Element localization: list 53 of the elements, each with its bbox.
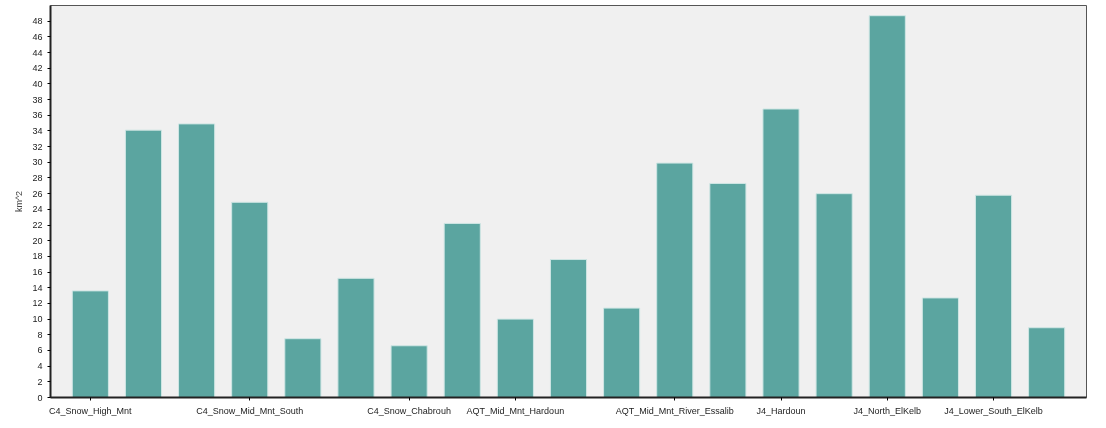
- bar: [974, 194, 1013, 398]
- bar: [178, 123, 216, 398]
- bar: [390, 345, 428, 398]
- y-tick-label: 14: [32, 282, 43, 293]
- y-tick-label: 2: [37, 376, 43, 387]
- x-tick-label: J4_Hardoun: [756, 405, 806, 416]
- x-tick-label: C4_Snow_High_Mnt: [49, 405, 133, 416]
- y-tick-label: 30: [32, 157, 43, 168]
- bar: [443, 222, 481, 398]
- y-tick-label: 28: [32, 172, 43, 183]
- y-tick-label: 4: [37, 361, 43, 372]
- bar: [231, 201, 269, 398]
- x-tick-label: J4_Lower_South_ElKelb: [944, 405, 1043, 416]
- y-tick-label: 44: [32, 47, 43, 58]
- bar: [921, 297, 959, 398]
- x-tick-label: AQT_Mid_Mnt_River_Essalib: [615, 405, 734, 416]
- y-tick-label: 20: [32, 235, 43, 246]
- y-tick-label: 42: [32, 63, 43, 74]
- y-tick-label: 26: [32, 188, 43, 199]
- bar: [868, 15, 906, 398]
- bar: [124, 129, 163, 398]
- bar: [709, 182, 747, 398]
- x-tick-label: C4_Snow_Chabrouh: [367, 405, 451, 416]
- y-tick-label: 12: [32, 298, 43, 309]
- y-tick-label: 38: [32, 94, 43, 105]
- y-tick-label: 48: [32, 16, 43, 27]
- bar: [815, 193, 853, 398]
- x-tick-label: C4_Snow_Mid_Mnt_South: [196, 405, 304, 416]
- y-tick-label: 46: [32, 31, 43, 42]
- bar: [337, 277, 375, 398]
- y-tick-label: 0: [37, 392, 43, 403]
- bar: [603, 307, 641, 398]
- y-tick-label: 24: [32, 204, 43, 215]
- bar: [656, 162, 694, 398]
- y-tick-label: 36: [32, 110, 43, 121]
- bar: [496, 318, 534, 398]
- y-tick-label: 16: [32, 267, 43, 278]
- bar: [549, 259, 588, 398]
- y-tick-label: 10: [32, 314, 43, 325]
- y-tick-label: 6: [37, 345, 43, 356]
- bar: [71, 290, 109, 398]
- bar: [762, 108, 800, 398]
- y-tick-label: 22: [32, 220, 43, 231]
- x-tick-label: J4_North_ElKelb: [853, 405, 922, 416]
- y-axis-title: km^2: [14, 190, 25, 213]
- y-tick-label: 18: [32, 251, 43, 262]
- y-tick-label: 34: [32, 125, 43, 136]
- y-tick-label: 8: [37, 329, 43, 340]
- bar: [284, 338, 322, 398]
- y-tick-label: 32: [32, 141, 43, 152]
- bar: [1028, 327, 1066, 398]
- x-tick-label: AQT_Mid_Mnt_Hardoun: [466, 405, 565, 416]
- y-tick-label: 40: [32, 78, 43, 89]
